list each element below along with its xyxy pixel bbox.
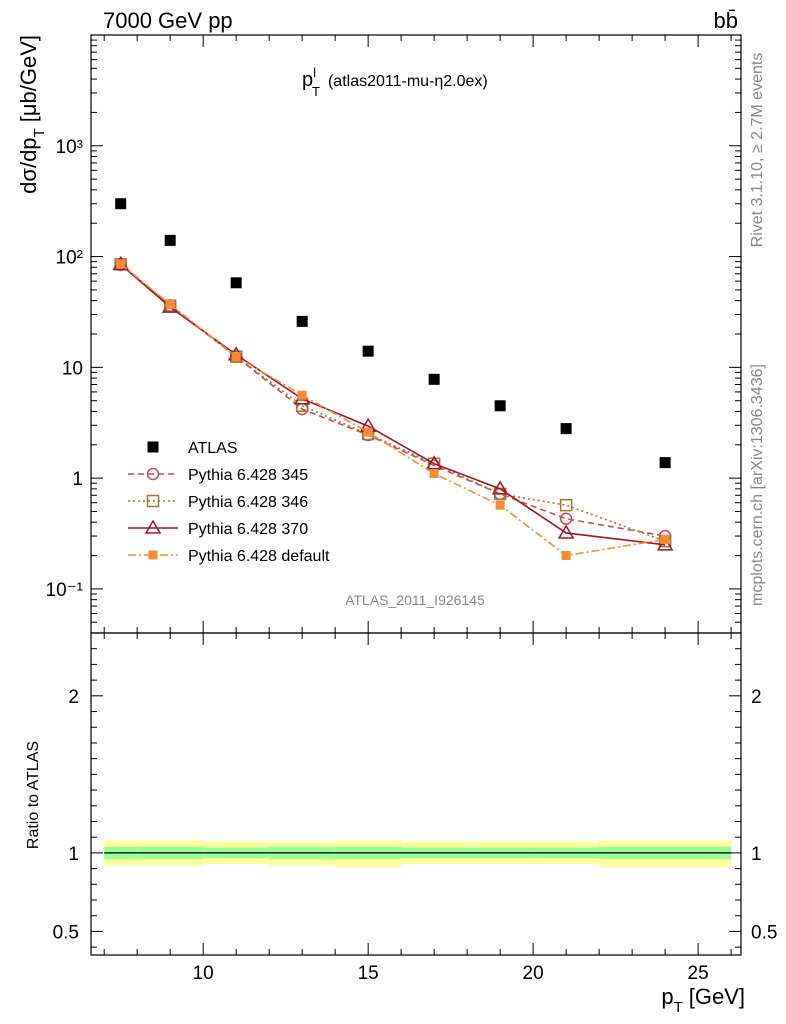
series-0: [115, 198, 671, 469]
data-point-marker: [231, 352, 241, 362]
data-point-marker: [146, 494, 160, 508]
data-point-marker: [559, 498, 573, 512]
data-point-marker: [297, 390, 307, 400]
data-point-marker: [494, 400, 506, 412]
main-y-axis-label: dσ/dpT [μb/GeV]: [16, 35, 48, 194]
x-tick-label: 25: [688, 963, 709, 984]
axes: 10 15 20 25 10⁻¹ 1 10 10² 10³ 0.5 0.5 1 1 2 2: [46, 34, 777, 984]
main-series: [112, 198, 674, 561]
ratio-frame: [90, 632, 742, 956]
main-title: pl T (atlas2011-mu-η2.0ex): [302, 65, 488, 99]
x-tick-label: 10: [193, 963, 214, 984]
data-point-marker: [230, 277, 242, 289]
x-tick-label: 20: [523, 963, 544, 984]
ylabel-sub: T: [31, 128, 48, 137]
legend-label: Pythia 6.428 346: [188, 494, 308, 511]
data-point-marker: [144, 519, 162, 534]
data-point-marker: [495, 500, 505, 510]
header-right-label: bb̄: [714, 8, 738, 33]
ratio-y-tick-label-right: 1: [751, 844, 762, 865]
x-tick-label: 15: [358, 963, 379, 984]
xlabel-sub: T: [674, 999, 683, 1016]
data-point-marker: [428, 373, 440, 385]
legend: ATLAS Pythia 6.428 345 Pythia 6.428 346 Pyt…: [128, 440, 330, 565]
title-tail: (atlas2011-mu-η2.0ex): [328, 73, 488, 90]
data-point-marker: [296, 315, 308, 327]
data-point-marker: [148, 550, 158, 560]
series-4: [116, 259, 670, 561]
main-y-tick-label: 10: [62, 358, 83, 379]
ratio-y-tick-label-left: 2: [68, 687, 79, 708]
mcplots-label: mcplots.cern.ch [arXiv:1306.3436]: [749, 364, 766, 606]
data-point-marker: [561, 551, 571, 561]
x-axis-label: pT [GeV]: [661, 984, 745, 1016]
main-y-tick-label: 10²: [56, 248, 83, 269]
series-line: [120, 263, 666, 546]
data-point-marker: [660, 534, 670, 544]
xlabel-main: p: [661, 984, 673, 1009]
legend-label: Pythia 6.428 default: [188, 548, 330, 565]
data-point-marker: [165, 299, 175, 309]
ylabel-pre: dσ/dp: [16, 137, 41, 193]
data-point-marker: [363, 427, 373, 437]
data-point-marker: [295, 399, 309, 413]
data-point-marker: [659, 457, 671, 469]
title-sub: T: [312, 84, 320, 99]
data-point-marker: [559, 512, 573, 525]
xlabel-post: [GeV]: [689, 984, 745, 1009]
rivet-version-label: Rivet 3.1.10, ≥ 2.7M events: [749, 53, 766, 248]
series-line: [120, 263, 666, 557]
data-point-marker: [491, 480, 509, 495]
legend-label: ATLAS: [188, 440, 238, 457]
data-point-marker: [115, 198, 127, 210]
title-sup: l: [313, 65, 316, 80]
ratio-y-tick-label-left: 1: [68, 844, 79, 865]
ratio-y-tick-label-right: 2: [751, 687, 762, 708]
main-y-tick-label: 10⁻¹: [46, 580, 84, 601]
ratio-y-tick-label-right: 0.5: [751, 922, 777, 943]
title-main: p: [302, 69, 313, 91]
data-point-marker: [147, 441, 159, 453]
ratio-y-tick-label-left: 0.5: [53, 922, 79, 943]
data-point-marker: [362, 345, 374, 357]
data-point-marker: [116, 259, 126, 269]
header-left-label: 7000 GeV pp: [103, 8, 233, 33]
ratio-bands: [104, 840, 732, 868]
data-point-marker: [164, 234, 176, 246]
legend-label: Pythia 6.428 345: [188, 467, 308, 484]
data-point-marker: [425, 455, 443, 470]
data-point-marker: [146, 467, 160, 481]
data-point-marker: [560, 423, 572, 435]
analysis-label: ATLAS_2011_I926145: [345, 592, 485, 608]
ylabel-post: [μb/GeV]: [16, 35, 41, 122]
legend-label: Pythia 6.428 370: [188, 521, 308, 538]
data-point-marker: [557, 524, 575, 539]
data-point-marker: [429, 469, 439, 479]
main-y-tick-label: 10³: [56, 137, 83, 158]
main-y-tick-label: 1: [72, 469, 83, 490]
ratio-y-axis-label: Ratio to ATLAS: [25, 741, 42, 849]
